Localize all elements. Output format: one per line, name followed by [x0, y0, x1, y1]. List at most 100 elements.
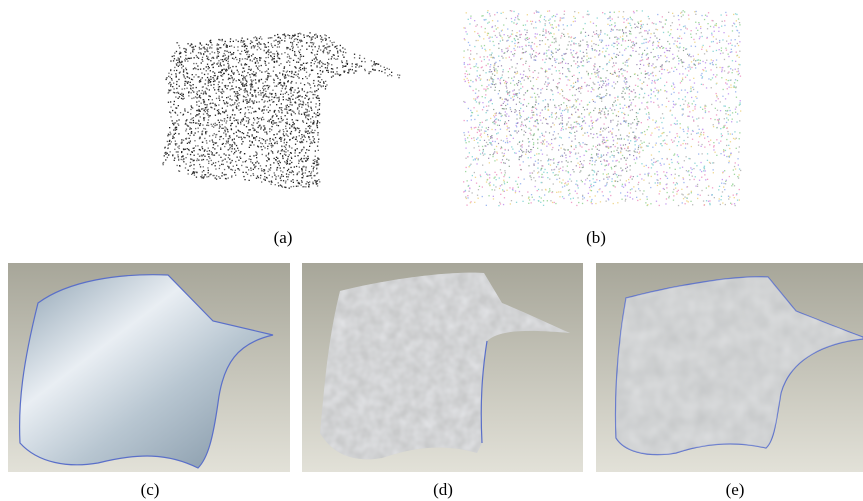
point [316, 103, 317, 104]
point [481, 85, 482, 86]
point [242, 46, 243, 47]
point [186, 138, 187, 139]
point [655, 29, 656, 30]
point [689, 66, 690, 67]
point [299, 106, 300, 107]
point [251, 83, 252, 84]
point [321, 79, 322, 80]
point [505, 81, 506, 82]
point [208, 156, 209, 157]
point [638, 149, 639, 150]
point [252, 125, 253, 126]
point [671, 174, 672, 175]
point [486, 86, 487, 87]
point [537, 168, 538, 169]
point [297, 141, 298, 142]
point [197, 154, 198, 155]
point [719, 198, 720, 199]
point [737, 176, 738, 177]
point [198, 101, 199, 102]
point [311, 177, 312, 178]
point [636, 10, 637, 11]
point [612, 178, 613, 179]
point [555, 174, 556, 175]
point [232, 66, 233, 67]
point [271, 126, 272, 127]
point [299, 167, 300, 168]
point [514, 152, 515, 153]
point [210, 107, 211, 108]
point [293, 171, 294, 172]
point [548, 143, 549, 144]
point [595, 161, 596, 162]
point [256, 38, 257, 39]
point [193, 122, 194, 123]
point [739, 64, 740, 65]
point [277, 37, 278, 38]
point [695, 46, 696, 47]
point [559, 145, 560, 146]
point [555, 203, 556, 204]
point [725, 98, 726, 99]
point [674, 40, 675, 41]
point [537, 190, 538, 191]
point [320, 70, 321, 71]
point [308, 186, 309, 187]
point [312, 130, 313, 131]
point [222, 59, 223, 60]
point [740, 100, 741, 101]
point [314, 34, 315, 35]
point [523, 151, 524, 152]
point [314, 94, 315, 95]
point [669, 149, 670, 150]
point [493, 115, 494, 116]
point [555, 39, 556, 40]
point [173, 137, 174, 138]
point [230, 96, 231, 97]
point [177, 123, 178, 124]
point [225, 178, 226, 179]
point [248, 109, 249, 110]
point [300, 49, 301, 50]
point [642, 150, 643, 151]
point [580, 93, 581, 94]
point [219, 100, 220, 101]
point [669, 167, 670, 168]
point [278, 182, 279, 183]
point [467, 33, 468, 34]
point [237, 91, 238, 92]
point [739, 168, 740, 169]
point [476, 163, 477, 164]
point [707, 179, 708, 180]
point [201, 62, 202, 63]
point [291, 46, 292, 47]
point [591, 186, 592, 187]
point [205, 92, 206, 93]
point [607, 24, 608, 25]
point [734, 197, 735, 198]
point [326, 70, 327, 71]
point [279, 121, 280, 122]
point [543, 100, 544, 101]
point [283, 133, 284, 134]
point [555, 118, 556, 119]
point [711, 59, 712, 60]
point [301, 134, 302, 135]
point [248, 66, 249, 67]
point [506, 136, 507, 137]
point [636, 158, 637, 159]
point [287, 100, 288, 101]
point [279, 165, 280, 166]
point [226, 141, 227, 142]
point [481, 67, 482, 68]
point [262, 88, 263, 89]
point [584, 183, 585, 184]
point [269, 52, 270, 53]
point [726, 50, 727, 51]
point [253, 102, 254, 103]
point [316, 173, 317, 174]
point [588, 14, 589, 15]
point [246, 81, 247, 82]
point [541, 150, 542, 151]
point [529, 54, 530, 55]
